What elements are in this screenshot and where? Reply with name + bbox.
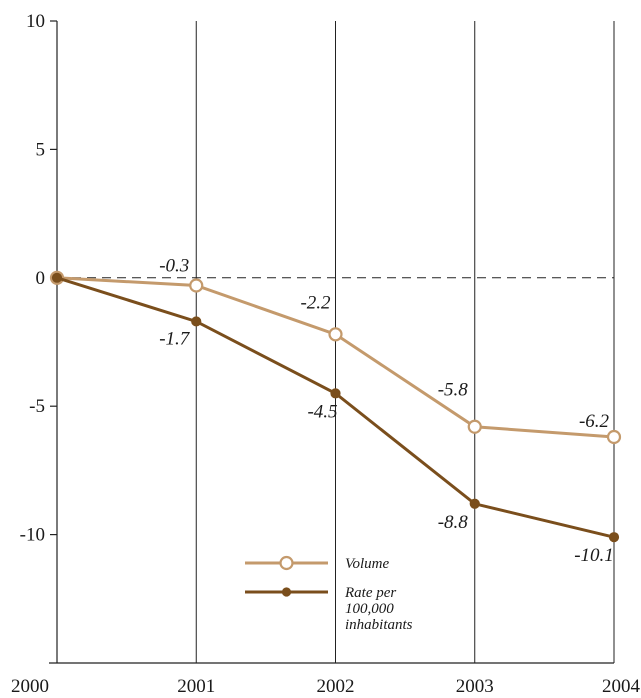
legend-marker-rate [281,587,292,597]
data-labels: -0.3 -2.2 -5.8 -6.2 -1.7 -4.5 -8.8 -10.1 [159,256,614,567]
legend-label-rate: 100,000 [345,601,394,617]
y-tick-label: 0 [36,268,46,289]
y-tick-label: 10 [26,11,45,32]
data-label: -5.8 [438,380,469,401]
y-tick-label: -5 [29,396,45,417]
data-label: -4.5 [307,401,337,422]
legend-label-rate: inhabitants [345,617,413,633]
grid-lines [57,21,615,663]
legend-label-rate: Rate per [344,585,396,601]
data-point-rate [51,272,63,283]
data-label: -0.3 [159,256,189,277]
x-tick-label: 2002 [317,676,355,697]
x-tick-label: 2001 [177,676,215,697]
data-point-rate [469,498,480,509]
data-point-volume [467,419,482,434]
x-tick-label: 2000 [11,676,49,697]
data-label: -1.7 [159,328,191,349]
data-point-rate [330,388,341,399]
x-tick-label: 2003 [456,676,494,697]
data-point-rate [191,316,202,327]
y-tick-label: 5 [36,139,46,160]
y-tick-label: -10 [20,525,45,546]
legend-marker-volume [279,555,294,571]
series-lines [49,270,622,543]
data-point-rate [608,532,620,543]
data-point-volume [328,327,343,342]
data-label: -6.2 [579,411,610,432]
data-label: -10.1 [574,545,614,566]
legend-label-volume: Volume [345,556,390,572]
data-point-volume [606,429,622,445]
data-label: -2.2 [300,292,331,313]
data-point-volume [189,278,204,293]
axes: 10 5 0 -5 -10 2000 2001 2002 2003 2004 [11,11,641,697]
x-tick-label: 2004 [602,676,641,697]
data-label: -8.8 [438,512,469,533]
